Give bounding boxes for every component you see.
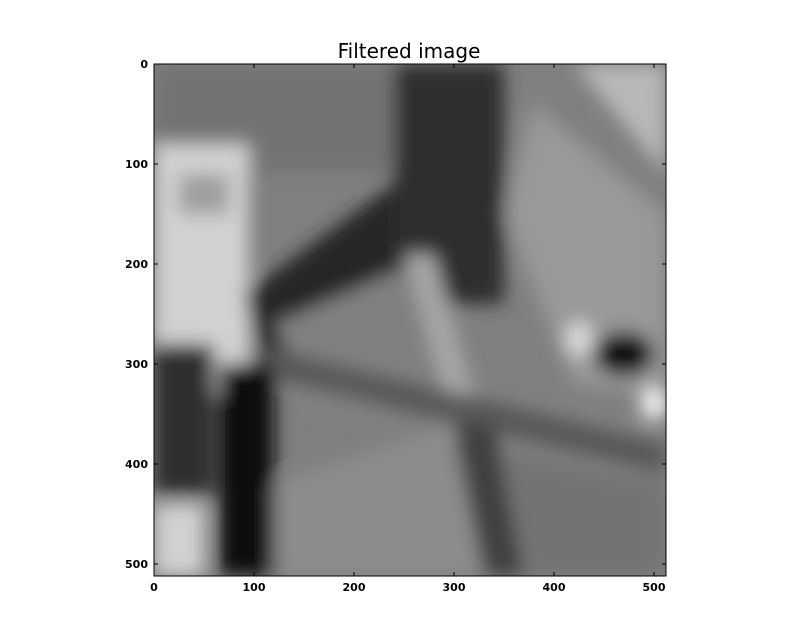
- x-tick-label: 200: [343, 581, 366, 594]
- y-tick-label: 400: [125, 458, 148, 471]
- plot-frame: [153, 63, 667, 577]
- image-region-bright-right-spot: [640, 388, 666, 420]
- x-axis: 0 100 200 300 400 500: [150, 64, 666, 594]
- image-region-dark-right-blob: [594, 332, 654, 376]
- image-region-vertical-light-strip: [404, 254, 474, 394]
- image-region-lower-center-gray: [274, 424, 514, 576]
- image-region-bright-sign-inner: [179, 174, 229, 214]
- y-tick-label: 100: [125, 158, 148, 171]
- image-region-dark-lower-diagonal: [454, 424, 524, 576]
- x-tick-label: 500: [643, 581, 666, 594]
- image-region-bright-mid-spot: [565, 321, 593, 357]
- image-region-lower-left-bright: [154, 504, 204, 576]
- y-tick-label: 200: [125, 258, 148, 271]
- image-region-right-panel: [504, 104, 666, 394]
- image-region-lower-left-dark: [154, 344, 214, 494]
- y-axis: 0 100 200 300 400 500: [125, 58, 666, 571]
- x-tick-label: 0: [150, 581, 158, 594]
- image-region-upper-right-corner: [574, 64, 666, 174]
- x-tick-label: 400: [543, 581, 566, 594]
- x-tick-label: 300: [443, 581, 466, 594]
- chart-title: Filtered image: [338, 39, 481, 63]
- y-tick-label: 300: [125, 358, 148, 371]
- y-tick-label: 500: [125, 558, 148, 571]
- image-area: [154, 64, 666, 576]
- image-regions: [154, 64, 666, 576]
- image-region-dark-vertical-post: [219, 364, 274, 576]
- x-tick-label: 100: [243, 581, 266, 594]
- y-tick-label: 0: [140, 58, 148, 71]
- image-region-diagonal-rail: [254, 344, 666, 474]
